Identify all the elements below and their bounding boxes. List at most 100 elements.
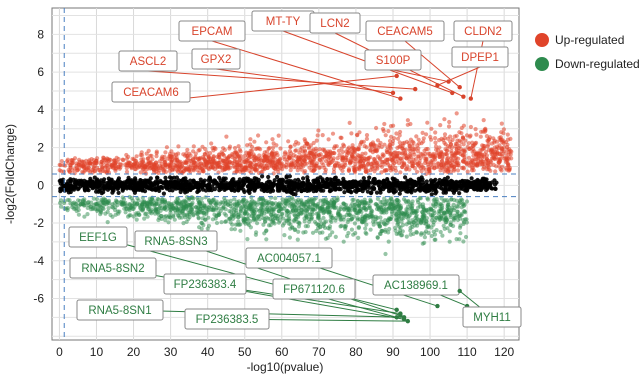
up-point [475, 162, 480, 167]
ns-point [138, 178, 143, 183]
up-point [468, 133, 473, 138]
up-point [388, 124, 394, 129]
up-point [442, 140, 447, 145]
ns-point [145, 178, 150, 183]
up-point [116, 157, 121, 162]
up-point [358, 158, 364, 163]
legend-up-label: Up-regulated [555, 33, 624, 47]
up-point [368, 142, 373, 147]
up-point [210, 161, 215, 166]
up-point [413, 146, 418, 151]
ns-point [261, 183, 266, 188]
ns-point [251, 182, 256, 187]
up-point [382, 168, 387, 173]
down-point [458, 231, 463, 236]
up-point [271, 141, 276, 146]
ns-point [324, 179, 329, 184]
down-point [304, 214, 309, 219]
down-point [383, 227, 388, 232]
down-point [441, 199, 446, 204]
up-point [104, 169, 109, 174]
down-point [429, 233, 434, 239]
ns-point [332, 177, 337, 182]
up-point [335, 156, 340, 161]
down-point [266, 201, 271, 206]
x-tick-label: 10 [90, 345, 104, 359]
ns-point [218, 186, 224, 192]
up-point [294, 159, 299, 164]
down-point [209, 207, 214, 212]
up-point [444, 152, 450, 157]
up-point [248, 161, 253, 166]
down-point [154, 207, 159, 212]
down-gene-label: FP236383.5 [196, 314, 259, 326]
down-point [238, 228, 243, 233]
up-point [258, 156, 263, 161]
ns-point [320, 177, 325, 182]
down-point [59, 204, 64, 209]
down-point [371, 222, 376, 227]
down-point [106, 206, 111, 211]
down-point [276, 220, 281, 225]
up-point [221, 158, 226, 164]
up-point [318, 152, 323, 157]
up-point [282, 151, 287, 156]
up-point [294, 139, 299, 145]
up-point [486, 158, 491, 163]
ns-point [95, 178, 100, 183]
up-gene-label: GPX2 [201, 54, 232, 66]
down-point [261, 222, 266, 227]
up-point [479, 152, 484, 157]
up-point [184, 154, 189, 159]
down-point [282, 233, 287, 238]
down-point [248, 202, 254, 207]
down-point [461, 239, 466, 244]
up-point [430, 165, 435, 170]
down-point [164, 207, 169, 212]
down-point [136, 198, 141, 203]
up-point [226, 154, 232, 159]
up-point [132, 166, 137, 172]
up-point [82, 166, 87, 171]
up-point [267, 158, 272, 163]
down-point [353, 231, 358, 236]
up-point [481, 166, 486, 171]
down-point [310, 230, 316, 235]
down-point [217, 206, 222, 211]
down-point [290, 225, 295, 230]
ns-point [302, 188, 307, 193]
up-point [340, 155, 346, 160]
ns-point [270, 181, 275, 187]
ns-point [433, 191, 438, 196]
up-point [455, 138, 460, 143]
down-point [163, 218, 168, 223]
down-point [181, 202, 187, 207]
up-point [467, 146, 472, 151]
up-point [360, 151, 365, 156]
up-point [421, 139, 426, 144]
down-point [359, 199, 364, 204]
down-point [381, 221, 387, 226]
down-point [325, 235, 330, 241]
up-point [458, 151, 463, 157]
up-point [252, 158, 257, 163]
ns-point [246, 176, 251, 181]
down-point [282, 221, 287, 226]
up-point [218, 157, 223, 162]
down-point [362, 197, 367, 202]
up-point [411, 157, 416, 162]
down-gene-label: AC138969.1 [384, 280, 448, 292]
down-point [400, 222, 406, 228]
up-point [216, 170, 221, 175]
up-point [452, 167, 457, 172]
up-point [416, 137, 421, 142]
up-point [82, 162, 88, 167]
down-point [230, 222, 235, 227]
up-point [144, 167, 150, 172]
up-point [455, 168, 461, 173]
up-gene-label: MT-TY [266, 16, 301, 28]
up-point [383, 133, 388, 138]
down-point [404, 210, 409, 215]
ns-point [300, 180, 305, 185]
down-point [222, 211, 227, 216]
